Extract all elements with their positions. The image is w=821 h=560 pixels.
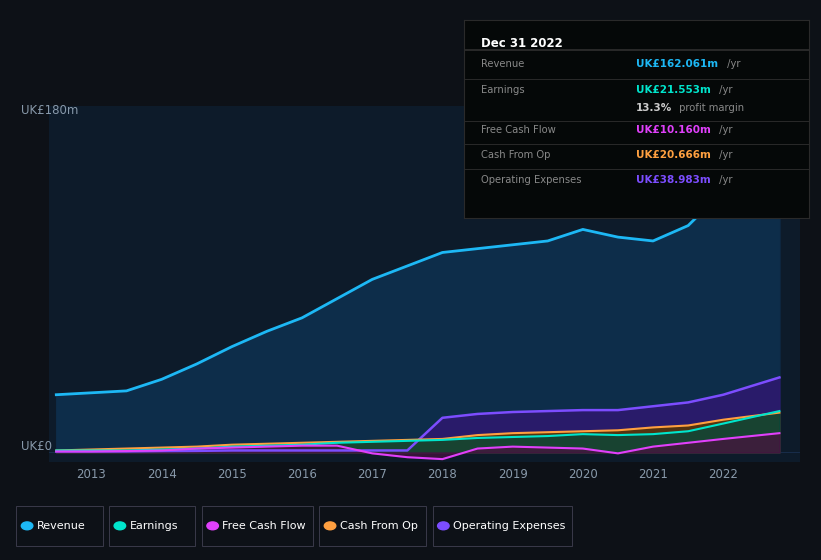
Text: Cash From Op: Cash From Op (340, 521, 418, 531)
Text: Revenue: Revenue (37, 521, 85, 531)
Text: Revenue: Revenue (481, 59, 525, 69)
Text: /yr: /yr (723, 59, 740, 69)
Text: Operating Expenses: Operating Expenses (453, 521, 566, 531)
Text: /yr: /yr (716, 85, 732, 95)
Text: Earnings: Earnings (130, 521, 178, 531)
Text: Free Cash Flow: Free Cash Flow (481, 125, 556, 135)
Text: Operating Expenses: Operating Expenses (481, 175, 581, 185)
Text: /yr: /yr (716, 175, 732, 185)
Text: UK£20.666m: UK£20.666m (636, 150, 711, 160)
Text: Earnings: Earnings (481, 85, 525, 95)
Text: UK£0: UK£0 (21, 440, 52, 452)
Text: /yr: /yr (716, 125, 732, 135)
Text: /yr: /yr (716, 150, 732, 160)
Text: UK£38.983m: UK£38.983m (636, 175, 711, 185)
Text: Cash From Op: Cash From Op (481, 150, 551, 160)
Text: UK£162.061m: UK£162.061m (636, 59, 718, 69)
Text: profit margin: profit margin (676, 103, 744, 113)
Text: 13.3%: 13.3% (636, 103, 672, 113)
Text: UK£180m: UK£180m (21, 104, 78, 116)
Text: Dec 31 2022: Dec 31 2022 (481, 38, 563, 50)
Text: UK£21.553m: UK£21.553m (636, 85, 711, 95)
Text: UK£10.160m: UK£10.160m (636, 125, 711, 135)
Text: Free Cash Flow: Free Cash Flow (222, 521, 306, 531)
